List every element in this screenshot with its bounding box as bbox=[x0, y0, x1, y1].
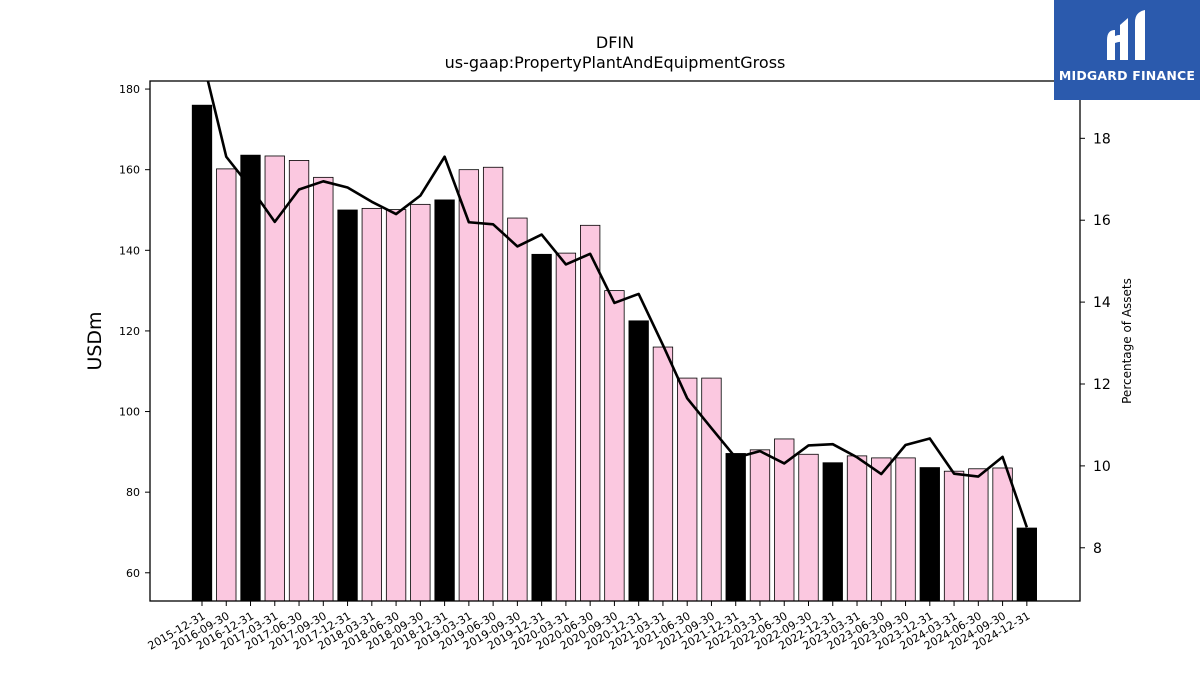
plot-frame bbox=[149, 80, 1081, 602]
y-tick-label: 100 bbox=[119, 406, 140, 419]
chart-title: DFIN bbox=[596, 33, 634, 52]
bar-2022-12-31 bbox=[822, 462, 843, 601]
y-axis-left: 60 80 100 120 140 160 180 bbox=[119, 83, 150, 580]
y2-tick-label: 18 bbox=[1093, 131, 1111, 147]
percentage-line bbox=[206, 81, 1029, 528]
y-axis-label: USDm bbox=[84, 311, 106, 370]
y-tick-label: 160 bbox=[119, 164, 140, 177]
bar-2022-03-31 bbox=[749, 449, 771, 601]
bar-2019-06-30 bbox=[482, 166, 504, 601]
y2-axis-label: Percentage of Assets bbox=[1120, 278, 1134, 404]
y2-tick-label: 14 bbox=[1093, 295, 1111, 311]
brand-name: MIDGARD FINANCE bbox=[1058, 68, 1196, 83]
bar-2019-09-30 bbox=[507, 217, 528, 601]
logo-mark-icon bbox=[1107, 10, 1145, 60]
bar-2017-12-31 bbox=[337, 209, 358, 601]
y-tick-label: 60 bbox=[126, 567, 140, 580]
y-tick-label: 180 bbox=[119, 83, 140, 96]
y-tick-label: 140 bbox=[119, 244, 140, 257]
bar-2020-09-30 bbox=[604, 290, 625, 601]
bar-2018-09-30 bbox=[410, 203, 431, 601]
bar-2023-12-31 bbox=[919, 467, 940, 601]
bar-2023-09-30 bbox=[895, 457, 916, 601]
bar-2024-03-31 bbox=[943, 470, 965, 601]
bar-2018-03-31 bbox=[361, 207, 382, 601]
bar-group bbox=[191, 104, 1037, 601]
bar-2019-03-31 bbox=[458, 169, 480, 601]
bar-2024-12-31 bbox=[1016, 527, 1037, 601]
bar-2016-12-31 bbox=[240, 154, 261, 601]
bar-2017-09-30 bbox=[313, 176, 334, 601]
chart-subtitle: us-gaap:PropertyPlantAndEquipmentGross bbox=[445, 53, 786, 72]
bar-2022-09-30 bbox=[798, 453, 819, 601]
line-group bbox=[206, 81, 1029, 528]
bar-2023-06-30 bbox=[871, 457, 892, 601]
bar-2018-12-31 bbox=[434, 199, 455, 601]
bar-2017-06-30 bbox=[288, 160, 310, 601]
bar-2021-12-31 bbox=[725, 453, 746, 601]
bar-2024-09-30 bbox=[992, 467, 1013, 601]
y2-tick-label: 16 bbox=[1093, 213, 1111, 229]
bar-2019-12-31 bbox=[531, 253, 552, 601]
y-axis-right: 8 10 12 14 16 18 bbox=[1080, 131, 1111, 557]
bar-2020-06-30 bbox=[580, 224, 601, 601]
bar-2021-09-30 bbox=[701, 377, 722, 601]
bar-2015-12-31 bbox=[191, 104, 213, 601]
bar-2023-03-31 bbox=[846, 455, 868, 601]
y-tick-label: 120 bbox=[119, 325, 140, 338]
y2-tick-label: 12 bbox=[1093, 377, 1111, 393]
bar-2020-03-31 bbox=[555, 252, 577, 601]
bar-2021-03-31 bbox=[652, 346, 674, 601]
y2-tick-label: 8 bbox=[1093, 541, 1102, 557]
bar-2022-06-30 bbox=[774, 438, 795, 601]
brand-logo: MIDGARD FINANCE bbox=[1054, 0, 1200, 100]
bar-2020-12-31 bbox=[628, 320, 649, 601]
bar-2024-06-30 bbox=[968, 468, 989, 601]
bar-2016-09-30 bbox=[216, 168, 237, 601]
y-tick-label: 80 bbox=[126, 486, 140, 499]
bar-2018-06-30 bbox=[385, 209, 407, 601]
bar-2021-06-30 bbox=[677, 377, 698, 601]
y2-tick-label: 10 bbox=[1093, 459, 1111, 475]
x-axis: 2015-12-312016-09-302016-12-312017-03-31… bbox=[146, 601, 1032, 653]
